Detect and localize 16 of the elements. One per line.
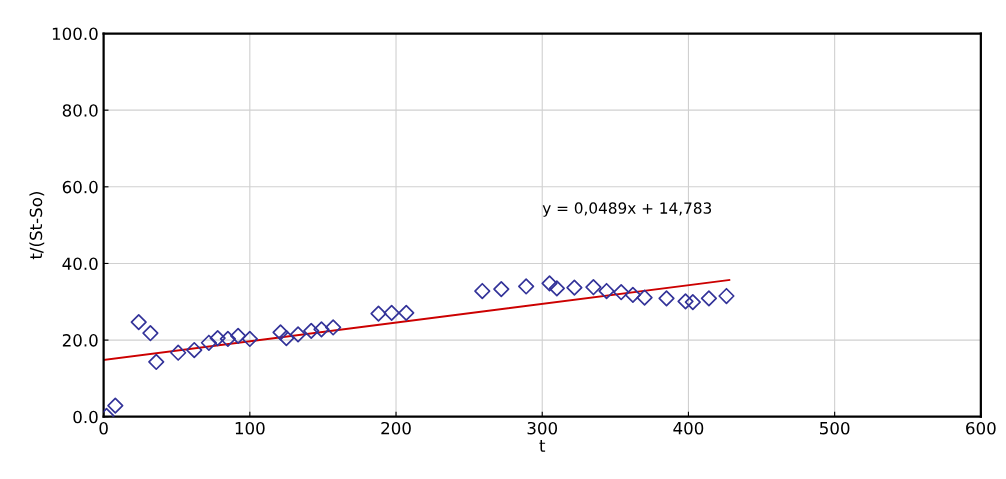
- annotation: y = 0,0489x + 14,783: [542, 202, 712, 217]
- x-tick-label: 100: [235, 421, 265, 435]
- y-tick-label: 20.0: [62, 334, 98, 347]
- x-tick-label: 0: [99, 421, 108, 435]
- x-axis-title: t: [539, 440, 546, 452]
- y-tick-label: 0.0: [73, 410, 98, 424]
- x-tick-label: 200: [381, 421, 411, 435]
- y-tick-label: 100.0: [52, 27, 98, 41]
- y-tick-label: 60.0: [62, 180, 98, 194]
- x-tick-label: 500: [820, 421, 850, 435]
- y-tick-label: 80.0: [62, 104, 98, 117]
- x-tick-label: 600: [966, 421, 996, 435]
- y-tick-label: 40.0: [62, 257, 98, 271]
- y-axis-title: t/(St-So): [29, 192, 45, 260]
- x-tick-label: 300: [527, 421, 558, 435]
- x-tick-label: 400: [673, 421, 704, 435]
